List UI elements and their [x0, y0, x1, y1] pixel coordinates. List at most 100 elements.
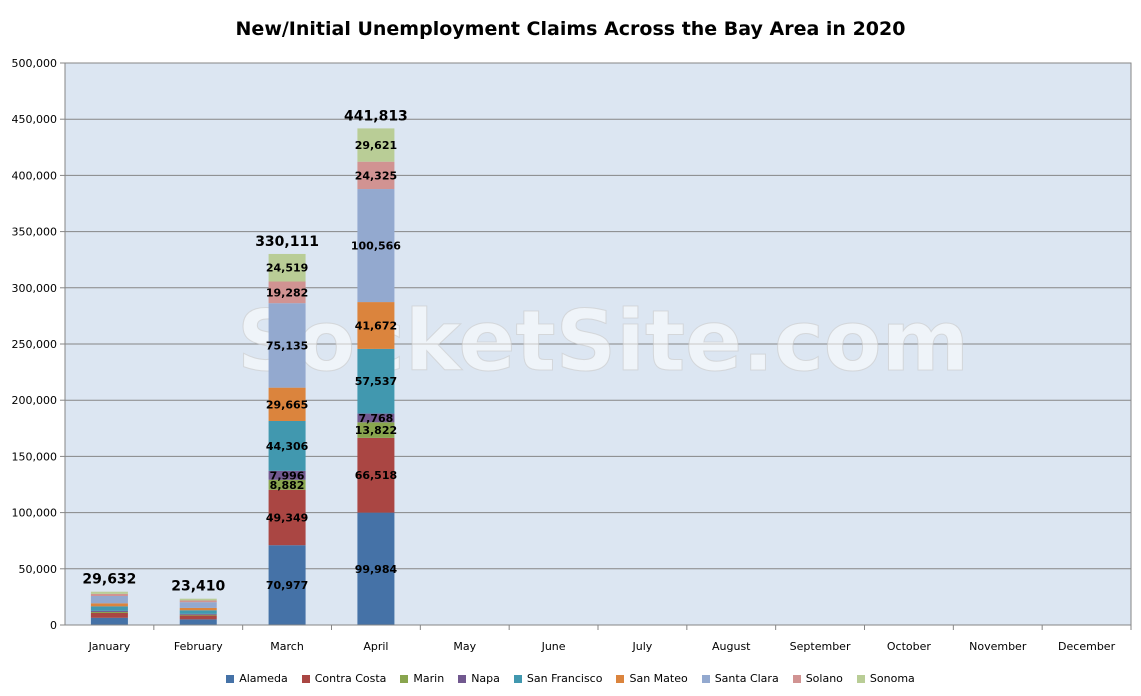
legend-swatch: [856, 674, 865, 683]
y-tick-label: 350,000: [12, 226, 58, 239]
x-tick-label: January: [88, 640, 131, 653]
legend-label: Alameda: [239, 672, 288, 685]
bar-segment-san-francisco: [179, 610, 217, 614]
bar-segment-alameda: [179, 619, 217, 625]
bar-segment-san-mateo: [268, 387, 306, 421]
legend-item: Alameda: [226, 672, 288, 685]
x-tick-label: December: [1058, 640, 1116, 653]
x-tick-label: November: [969, 640, 1027, 653]
bar-segment-santa-clara: [90, 596, 128, 604]
legend-item: San Mateo: [616, 672, 688, 685]
bar-segment-napa: [268, 470, 306, 480]
data-label: 75,135: [266, 339, 308, 352]
bar-segment-marin: [357, 422, 395, 438]
watermark-text: SocketSite.com: [237, 292, 969, 390]
legend-label: Marin: [413, 672, 445, 685]
y-tick-label: 150,000: [12, 450, 58, 463]
legend-item: Marin: [400, 672, 444, 685]
legend: Alameda Contra Costa Marin Napa San Francisc…: [0, 672, 1141, 685]
legend-label: Napa: [471, 672, 500, 685]
data-label: 24,325: [355, 169, 397, 182]
legend-label: Sonoma: [869, 672, 915, 685]
y-tick-label: 200,000: [12, 394, 58, 407]
data-label: 29,621: [355, 139, 397, 152]
bar-segment-santa-clara: [268, 303, 306, 388]
y-tick-label: 0: [50, 619, 57, 632]
legend-label: Solano: [805, 672, 843, 685]
x-tick-label: June: [541, 640, 566, 653]
data-label: 66,518: [355, 469, 397, 482]
chart-title: New/Initial Unemployment Claims Across t…: [235, 18, 906, 40]
legend-swatch: [226, 674, 235, 683]
legend-item: Contra Costa: [301, 672, 387, 685]
y-tick-label: 400,000: [12, 169, 58, 182]
bar-segment-santa-clara: [179, 602, 217, 608]
bar-segment-san-francisco: [357, 348, 395, 414]
bar-segment-sonoma: [179, 598, 217, 601]
data-label: 99,984: [355, 563, 398, 576]
total-label: 23,410: [171, 579, 225, 595]
y-tick-label: 250,000: [12, 338, 58, 351]
legend-label: Contra Costa: [314, 672, 387, 685]
bar-segment-solano: [268, 281, 306, 304]
y-tick-label: 300,000: [12, 282, 58, 295]
bar-segment-contra-costa: [357, 437, 395, 513]
data-label: 49,349: [266, 511, 308, 524]
bar-segment-marin: [179, 614, 217, 616]
y-tick-label: 100,000: [12, 507, 58, 520]
data-label: 44,306: [266, 440, 309, 453]
bar-segment-contra-costa: [90, 612, 128, 618]
legend-swatch: [513, 674, 522, 683]
data-label: 70,977: [266, 579, 308, 592]
data-label: 100,566: [351, 240, 401, 253]
total-label: 29,632: [82, 572, 136, 588]
x-tick-label: July: [632, 640, 653, 653]
x-tick-label: May: [453, 640, 476, 653]
legend-item: Sonoma: [856, 672, 915, 685]
bar-segment-alameda: [357, 512, 395, 625]
legend-label: San Francisco: [526, 672, 603, 685]
data-label: 19,282: [266, 286, 308, 299]
total-label: 441,813: [344, 108, 408, 124]
legend-label: San Mateo: [629, 672, 688, 685]
legend-item: Santa Clara: [701, 672, 779, 685]
bar-segment-contra-costa: [179, 615, 217, 620]
legend-swatch: [701, 674, 710, 683]
bar-segment-alameda: [268, 545, 306, 625]
legend-swatch: [792, 674, 801, 683]
x-tick-label: September: [790, 640, 851, 653]
bar-segment-sonoma: [90, 591, 128, 594]
data-label: 8,882: [270, 479, 305, 492]
x-tick-label: March: [270, 640, 304, 653]
x-tick-label: August: [712, 640, 751, 653]
bar-segment-napa: [90, 610, 128, 612]
x-tick-label: April: [363, 640, 388, 653]
bar-segment-solano: [357, 161, 395, 190]
y-tick-label: 450,000: [12, 113, 58, 126]
legend-swatch: [458, 674, 467, 683]
y-tick-label: 500,000: [12, 57, 58, 70]
bar-segment-marin: [90, 611, 128, 613]
x-tick-label: February: [174, 640, 223, 653]
data-label: 24,519: [266, 262, 308, 275]
legend-swatch: [400, 674, 409, 683]
y-tick-label: 50,000: [19, 563, 58, 576]
bar-segment-san-mateo: [179, 607, 217, 611]
data-label: 13,822: [355, 424, 397, 437]
legend-swatch: [301, 674, 310, 683]
bar-segment-alameda: [90, 617, 128, 625]
bar-segment-san-francisco: [90, 606, 128, 611]
legend-label: Santa Clara: [714, 672, 779, 685]
bar-segment-san-mateo: [90, 603, 128, 607]
bar-segment-napa: [357, 413, 395, 423]
bar-segment-santa-clara: [357, 189, 395, 303]
total-label: 330,111: [255, 234, 319, 250]
bar-segment-sonoma: [357, 128, 395, 162]
data-label: 7,768: [359, 412, 394, 425]
data-label: 29,665: [266, 398, 308, 411]
legend-swatch: [616, 674, 625, 683]
legend-item: San Francisco: [513, 672, 603, 685]
bar-segment-san-francisco: [268, 420, 306, 471]
legend-item: Napa: [458, 672, 500, 685]
